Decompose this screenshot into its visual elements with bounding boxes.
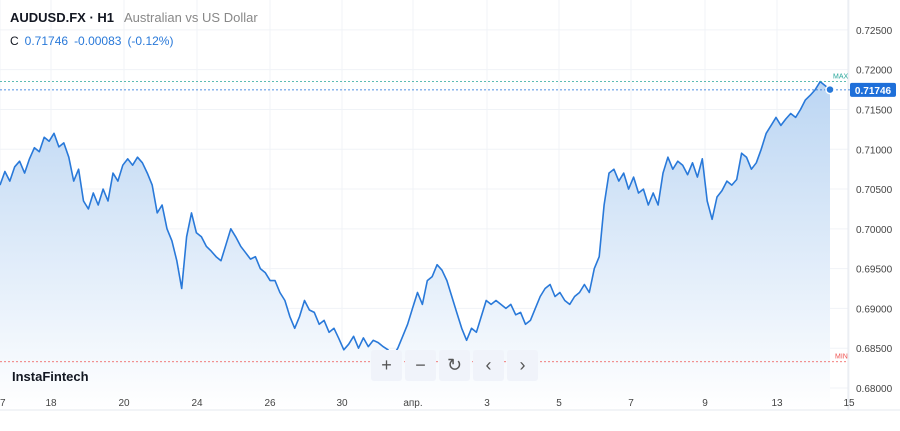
x-tick-label: 3 [484, 398, 490, 409]
x-tick-label: 20 [118, 398, 130, 409]
change-value: -0.00083 [74, 34, 122, 48]
max-label: MAX [833, 74, 849, 81]
plus-icon: + [381, 355, 392, 375]
x-tick-label: 13 [771, 398, 783, 409]
brand-logo: InstaFintech [12, 369, 89, 384]
x-tick-label: 9 [702, 398, 708, 409]
x-tick-label: 17 [0, 398, 6, 409]
axis-layer: 0.72500 0.72000 0.71500 0.71000 0.70500 0.700… [0, 0, 900, 411]
chevron-right-icon: › [519, 355, 526, 375]
y-tick-label: 0.71500 [856, 105, 893, 116]
x-tick-label: апр. [403, 398, 422, 409]
close-value: 0.71746 [24, 34, 69, 48]
reset-icon: ↻ [446, 355, 463, 375]
reset-button[interactable]: ↻ [439, 350, 470, 381]
x-tick-label: 5 [556, 398, 562, 409]
chevron-left-icon: ‹ [485, 355, 492, 375]
symbol-description: Australian vs US Dollar [124, 10, 258, 25]
change-percent: (-0.12%) [127, 34, 174, 48]
y-tick-label: 0.70500 [856, 185, 893, 196]
close-label: C [10, 34, 19, 48]
current-price-label: 0.71746 [855, 86, 892, 97]
current-price-badge [850, 82, 896, 97]
x-tick-label: 24 [191, 398, 203, 409]
scroll-right-button[interactable]: › [507, 350, 538, 381]
minus-icon: − [415, 355, 426, 375]
chart-header: AUDUSD.FX · H1 Australian vs US Dollar C… [10, 10, 258, 48]
chart-toolbar: + − ↻ ‹ › [371, 350, 538, 381]
min-label: MIN [835, 354, 848, 361]
symbol-label: AUDUSD.FX · H1 [10, 10, 115, 25]
y-tick-label: 0.70000 [856, 225, 893, 236]
x-tick-label: 26 [264, 398, 276, 409]
x-tick-label: 30 [336, 398, 348, 409]
y-tick-label: 0.69000 [856, 304, 893, 315]
y-tick-label: 0.72000 [856, 66, 893, 77]
y-tick-label: 0.68500 [856, 344, 893, 355]
y-tick-label: 0.72500 [856, 26, 893, 37]
zoom-out-button[interactable]: − [405, 350, 436, 381]
x-tick-label: 18 [45, 398, 57, 409]
y-tick-label: 0.71000 [856, 145, 893, 156]
price-line [0, 80, 831, 357]
x-tick-label: 7 [628, 398, 634, 409]
x-tick-label: 15 [843, 398, 855, 409]
y-tick-label: 0.69500 [856, 265, 893, 276]
price-area-layer [0, 81, 830, 410]
last-point-marker [825, 84, 835, 95]
y-tick-label: 0.68000 [856, 384, 893, 395]
price-line-layer [0, 80, 831, 357]
price-area [0, 81, 830, 410]
scroll-left-button[interactable]: ‹ [473, 350, 504, 381]
zoom-in-button[interactable]: + [371, 350, 402, 381]
